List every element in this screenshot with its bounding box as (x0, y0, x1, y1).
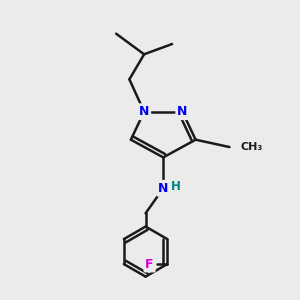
Text: N: N (139, 105, 149, 118)
Text: CH₃: CH₃ (241, 142, 263, 152)
Text: N: N (158, 182, 168, 195)
Text: H: H (171, 180, 181, 193)
Text: N: N (177, 105, 188, 118)
Text: F: F (145, 258, 154, 271)
